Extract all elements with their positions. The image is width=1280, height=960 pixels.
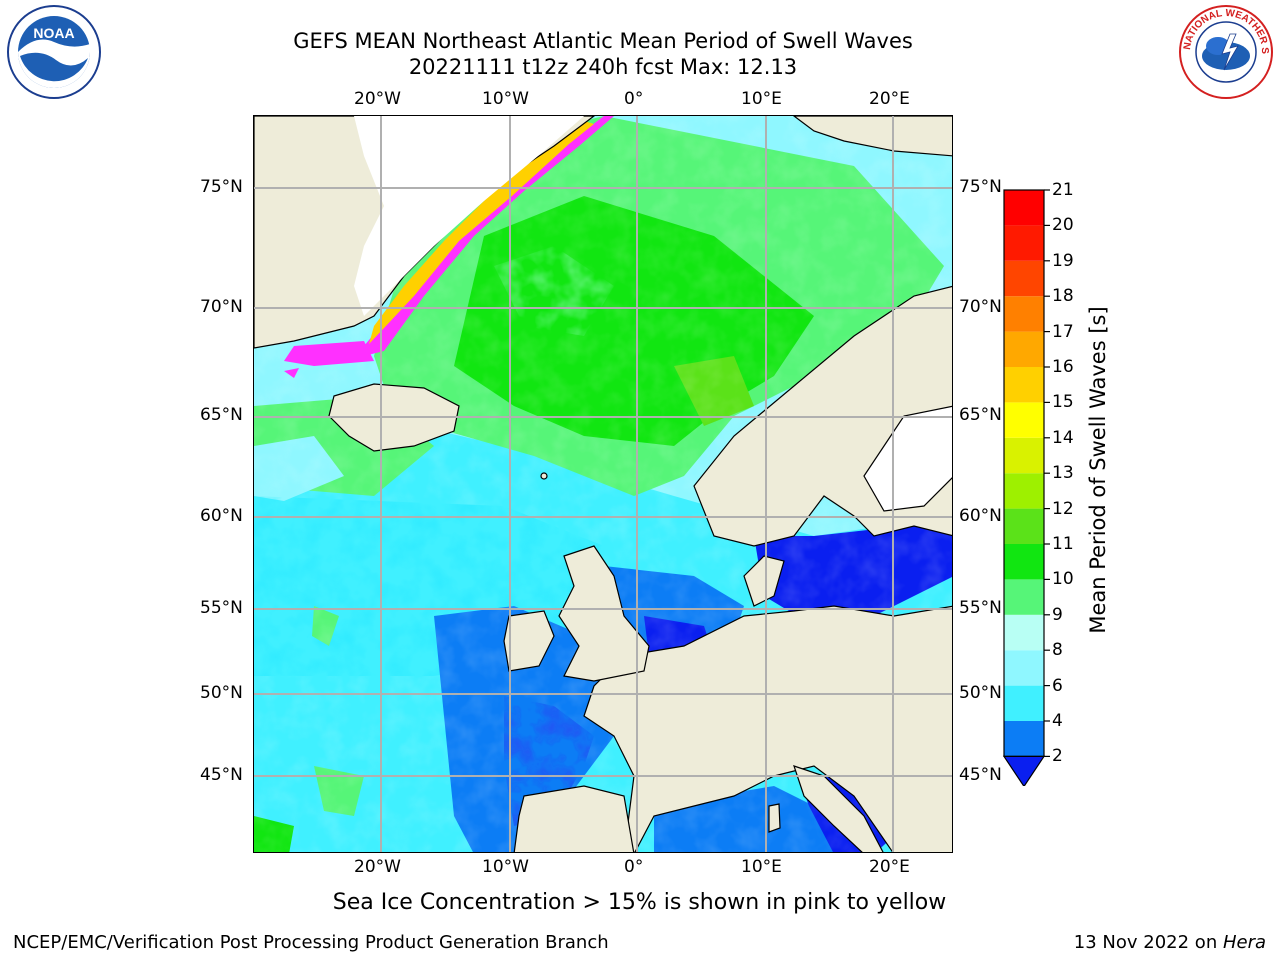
colorbar-tick-label: 20 (1052, 215, 1074, 236)
lat-label-right: 45°N (959, 765, 1002, 785)
lat-label-right: 65°N (959, 405, 1002, 425)
lat-label-right: 60°N (959, 506, 1002, 526)
colorbar-segment (1004, 508, 1044, 544)
colorbar-segment (1004, 614, 1044, 651)
map-canvas (254, 116, 952, 852)
colorbar-tick-label: 6 (1052, 675, 1063, 696)
colorbar-segment (1004, 260, 1044, 297)
colorbar-tick-label: 4 (1052, 711, 1063, 731)
colorbar-label-text: Mean Period of Swell Waves [s] (1086, 306, 1110, 634)
colorbar-tick-label: 21 (1052, 180, 1074, 200)
noaa-logo: NOAA (6, 4, 102, 100)
colorbar-tick-label: 12 (1052, 498, 1074, 519)
sea-ice-pink-dot (284, 368, 299, 378)
lon-label-bottom: 20°W (354, 857, 401, 877)
lat-label-left: 55°N (200, 598, 243, 618)
colorbar-segment (1004, 721, 1044, 757)
lat-label-right: 55°N (959, 598, 1002, 618)
colorbar-tick-label: 17 (1052, 321, 1074, 342)
lon-label-top: 20°E (869, 89, 910, 109)
lat-label-left: 45°N (200, 765, 243, 785)
graticule (254, 116, 952, 852)
colorbar-tick-label: 14 (1052, 427, 1074, 448)
map-panel (253, 115, 953, 853)
colorbar-segment (1004, 402, 1044, 438)
colorbar-segment (1004, 296, 1044, 332)
lat-label-left: 70°N (200, 297, 243, 317)
colorbar-tick-label: 2 (1052, 746, 1063, 767)
colorbar-segment (1004, 367, 1044, 403)
colorbar-tick-label: 13 (1052, 463, 1074, 484)
colorbar-segment (1004, 650, 1044, 686)
colorbar-tick-label: 15 (1052, 392, 1074, 413)
colorbar-segment (1004, 544, 1044, 580)
footer-host: Hera (1222, 932, 1266, 953)
lon-label-top: 0° (624, 89, 644, 109)
land-greenland-icecap (354, 116, 584, 316)
footer-right: 13 Nov 2022 on Hera (1074, 932, 1266, 953)
lon-label-bottom: 10°W (482, 857, 529, 877)
colorbar-segment (1004, 579, 1044, 615)
colorbar-extend-triangle (1002, 755, 1046, 788)
colorbar-tick-label: 16 (1052, 357, 1074, 377)
colorbar-tick-label: 8 (1052, 640, 1063, 661)
lat-label-left: 65°N (200, 405, 243, 425)
footer-left: NCEP/EMC/Verification Post Processing Pr… (13, 932, 609, 953)
nws-logo: NATIONAL WEATHER SERVICE (1174, 0, 1274, 100)
colorbar-tick-label: 10 (1052, 569, 1074, 590)
lat-label-right: 50°N (959, 683, 1002, 703)
chart-title-line1: GEFS MEAN Northeast Atlantic Mean Period… (293, 29, 913, 53)
sea-ice-caption: Sea Ice Concentration > 15% is shown in … (332, 890, 947, 915)
lat-label-left: 60°N (200, 506, 243, 526)
colorbar-segment (1004, 437, 1044, 474)
lon-label-bottom: 20°E (869, 857, 910, 877)
colorbar-tick-label: 18 (1052, 286, 1074, 307)
lon-label-bottom: 0° (624, 857, 644, 877)
sea-ice-pink-south (284, 341, 374, 366)
lat-label-left: 75°N (200, 177, 243, 197)
lat-label-right: 75°N (959, 177, 1002, 197)
lat-label-left: 50°N (200, 683, 243, 703)
lon-label-top: 20°W (354, 89, 401, 109)
colorbar-tick-label: 19 (1052, 250, 1074, 271)
colorbar-scale (1002, 189, 1050, 788)
footer-date: 13 Nov 2022 on (1073, 932, 1223, 953)
lon-label-top: 10°E (741, 89, 782, 109)
land-faroe (540, 472, 548, 480)
colorbar-segment (1004, 225, 1044, 261)
chart-title-line2: 20221111 t12z 240h fcst Max: 12.13 (408, 55, 798, 79)
colorbar-segment (1004, 473, 1044, 509)
land-italy (793, 765, 884, 852)
lat-label-right: 70°N (959, 297, 1002, 317)
land-iberia (513, 785, 635, 852)
lon-label-top: 10°W (482, 89, 529, 109)
lon-label-bottom: 10°E (741, 857, 782, 877)
land-sardinia (768, 803, 781, 833)
land-ireland (503, 610, 555, 672)
colorbar-tick-label: 9 (1052, 604, 1063, 625)
colorbar (1000, 186, 1060, 788)
colorbar-segment (1004, 685, 1044, 721)
land-denmark (743, 555, 785, 607)
colorbar-segment (1004, 190, 1044, 226)
colorbar-segment (1004, 331, 1044, 367)
colorbar-tick-label: 11 (1052, 534, 1074, 554)
sea-ice-pink (344, 116, 614, 361)
colorbar-ticks: 2 4 6 8 9 10 11 12 13 14 15 16 17 18 19 20 21 (1052, 180, 1092, 780)
noaa-logo-text: NOAA (33, 25, 74, 41)
sea-ice-edge (284, 116, 614, 378)
land-great-britain (558, 545, 650, 682)
